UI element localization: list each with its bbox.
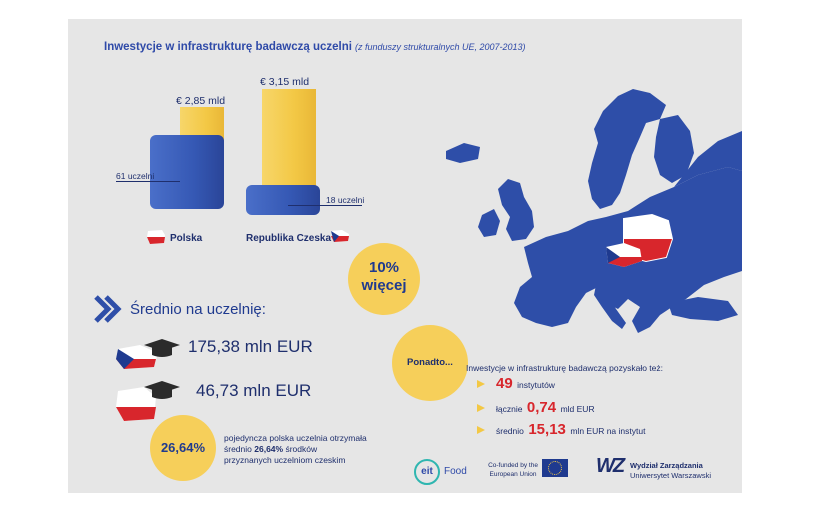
ireland-shape [478,209,500,237]
eit-logo: eit [414,459,440,485]
eu-flag-icon [542,459,568,477]
percent-note: pojedyncza polska uczelnia otrzymała śre… [224,433,367,466]
czech-unis-line [288,205,362,206]
czech-universities-block [246,185,320,215]
poland-average-value: 46,73 mln EUR [196,381,312,400]
eit-food-text: Food [444,466,467,477]
wz-text: Wydział Zarządzania Uniwersytet Warszaws… [630,461,711,480]
item-3-arrow-icon [477,426,485,434]
finland-shape [654,115,694,183]
item-2-arrow-icon [477,404,485,412]
chevron-right-icon [94,295,122,323]
ten-percent-badge: 10% więcej [348,243,420,315]
average-heading: Średnio na uczelnię: [130,301,266,318]
note-line-3: przyznanych uczelniom czeskim [224,455,346,465]
note-line-1: pojedyncza polska uczelnia otrzymała [224,433,367,443]
infographic-panel: Inwestycje w infrastrukturę badawczą ucz… [68,19,742,493]
poland-universities-block [150,135,224,209]
wz-logo: WZ [596,455,625,477]
poland-unis-line [116,181,180,182]
turkey-shape [668,297,738,321]
note-line-2: średnio 26,64% środków [224,444,318,454]
moreover-item-3: średnio 15,13 mln EUR na instytut [496,421,646,438]
poland-amount-label: € 2,85 mld [176,95,226,107]
italy-shape [594,285,626,329]
poland-label: Polska [170,233,203,244]
europe-map [446,89,742,333]
czech-label: Republika Czeska [246,233,332,244]
moreover-item-1: 49 instytutów [496,375,555,392]
item-1-arrow-icon [477,380,485,388]
infographic-title: Inwestycje w infrastrukturę badawczą ucz… [104,41,526,53]
uk-shape [498,179,534,241]
cofunded-text: Co-funded by the European Union [488,462,538,478]
moreover-bubble-text: Ponadto... [407,357,453,368]
poland-flag-icon [147,230,165,244]
czech-graduate-icon [116,339,180,369]
czech-unis-label: 18 uczelni [326,195,365,205]
czech-highlight [606,243,642,267]
czech-average-value: 175,38 mln EUR [188,337,313,356]
iceland-shape [446,143,480,163]
title-main: Inwestycje w infrastrukturę badawczą ucz… [104,41,352,53]
percent-badge: 26,64% [150,415,216,481]
badge-more: więcej [361,277,407,294]
title-sub: (z funduszy strukturalnych UE, 2007-2013… [354,42,526,52]
poland-graduate-icon [116,381,180,421]
czech-amount-label: € 3,15 mld [260,76,310,88]
east-shape [674,131,742,187]
scandinavia-shape [588,89,666,209]
percent-badge-value: 26,64% [160,440,206,455]
moreover-item-2: łącznie 0,74 mld EUR [496,399,595,416]
moreover-bubble: Ponadto... [392,325,468,401]
poland-unis-label: 61 uczelni [116,171,155,181]
moreover-intro: Inwestycje w infrastrukturę badawczą poz… [466,363,664,373]
czech-flag-icon [331,230,349,242]
badge-percent: 10% [368,259,400,276]
